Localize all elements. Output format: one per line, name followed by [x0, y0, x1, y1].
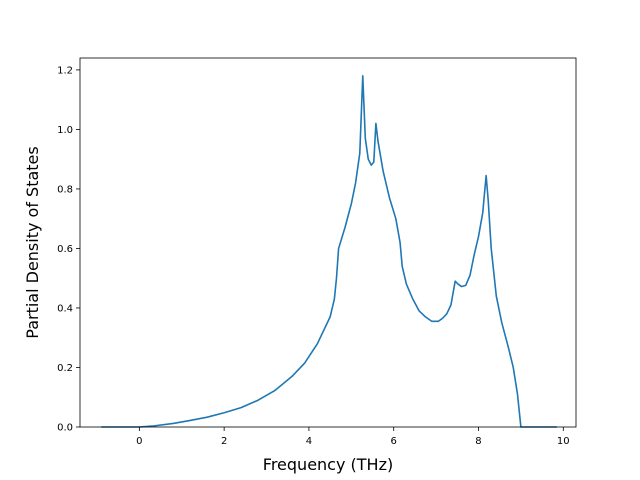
x-axis-label: Frequency (THz): [263, 455, 393, 474]
axes-frame: [79, 57, 577, 428]
plot-area: [101, 75, 557, 428]
y-tick-label: 0.4: [57, 303, 73, 314]
y-tick-label: 0.6: [57, 244, 73, 255]
axis-ticks: 0 2 4 6 8 10 0.0 0.2 0.4 0.6 0.8 1.0 1.2: [57, 65, 570, 447]
x-tick-label: 6: [391, 436, 397, 447]
y-tick-label: 0.2: [57, 363, 73, 374]
x-tick-label: 8: [475, 436, 481, 447]
x-tick-label: 10: [557, 436, 570, 447]
y-tick-label: 1.0: [57, 125, 73, 136]
pdos-series-line-0: [101, 75, 557, 428]
y-axis-label: Partial Density of States: [23, 146, 42, 338]
x-tick-label: 0: [136, 436, 142, 447]
y-tick-label: 0.8: [57, 184, 73, 195]
y-tick-label: 1.2: [57, 65, 73, 76]
x-tick-label: 4: [306, 436, 312, 447]
y-tick-label: 0.0: [57, 423, 73, 434]
x-tick-label: 2: [221, 436, 227, 447]
